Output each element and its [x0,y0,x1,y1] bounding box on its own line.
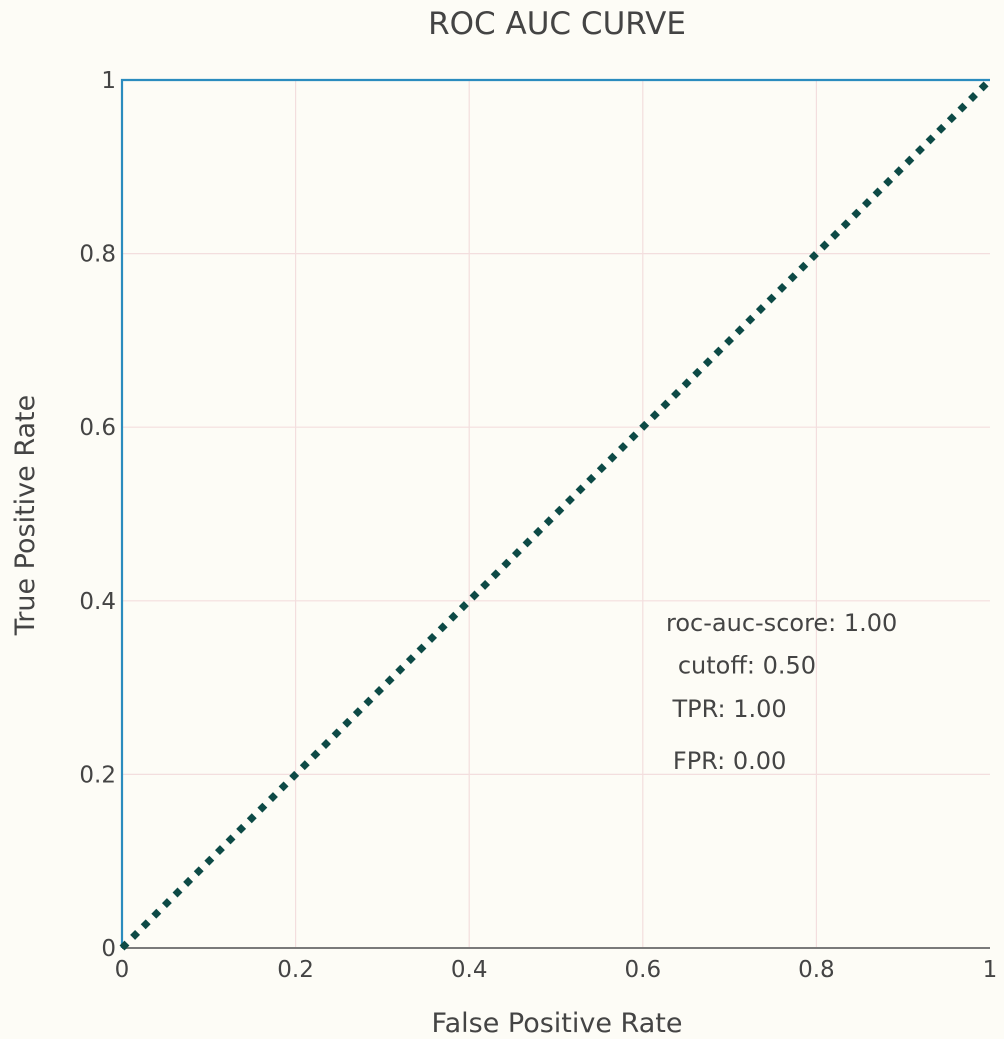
x-axis-title: False Positive Rate [432,1008,683,1039]
y-tick-label: 0.6 [79,415,116,441]
x-tick-label: 0.2 [277,957,314,983]
y-axis-title: True Positive Rate [10,395,41,637]
x-tick-label: 0.6 [625,957,662,983]
x-tick-label: 0.8 [798,957,835,983]
annotation-layer: roc-auc-score: 1.00 cutoff: 0.50 TPR: 1.00… [666,609,897,775]
annotation-label: roc-auc-score: 1.00 [666,609,897,637]
y-tick-label: 0.4 [79,589,116,615]
chart-title: ROC AUC CURVE [428,6,686,42]
y-tick-label: 1 [101,68,116,94]
annotation-label: FPR: 0.00 [673,747,786,775]
x-tick-label: 0.4 [451,957,488,983]
roc-curve-line [120,78,990,948]
x-tick-label: 0 [115,957,130,983]
grid-layer [122,80,990,948]
y-tick-label: 0.8 [79,242,116,268]
random-classifier-line [119,77,993,951]
y-tick-label: 0 [101,936,116,962]
series-layer [119,77,993,951]
annotation-label: TPR: 1.00 [671,695,786,723]
labels-layer: 0 0.2 0.4 0.6 0.8 1 0 0.2 0.4 0.6 0.8 1 [79,68,997,983]
x-tick-label: 1 [983,957,998,983]
y-tick-label: 0.2 [79,762,116,788]
annotation-label: cutoff: 0.50 [678,652,816,680]
